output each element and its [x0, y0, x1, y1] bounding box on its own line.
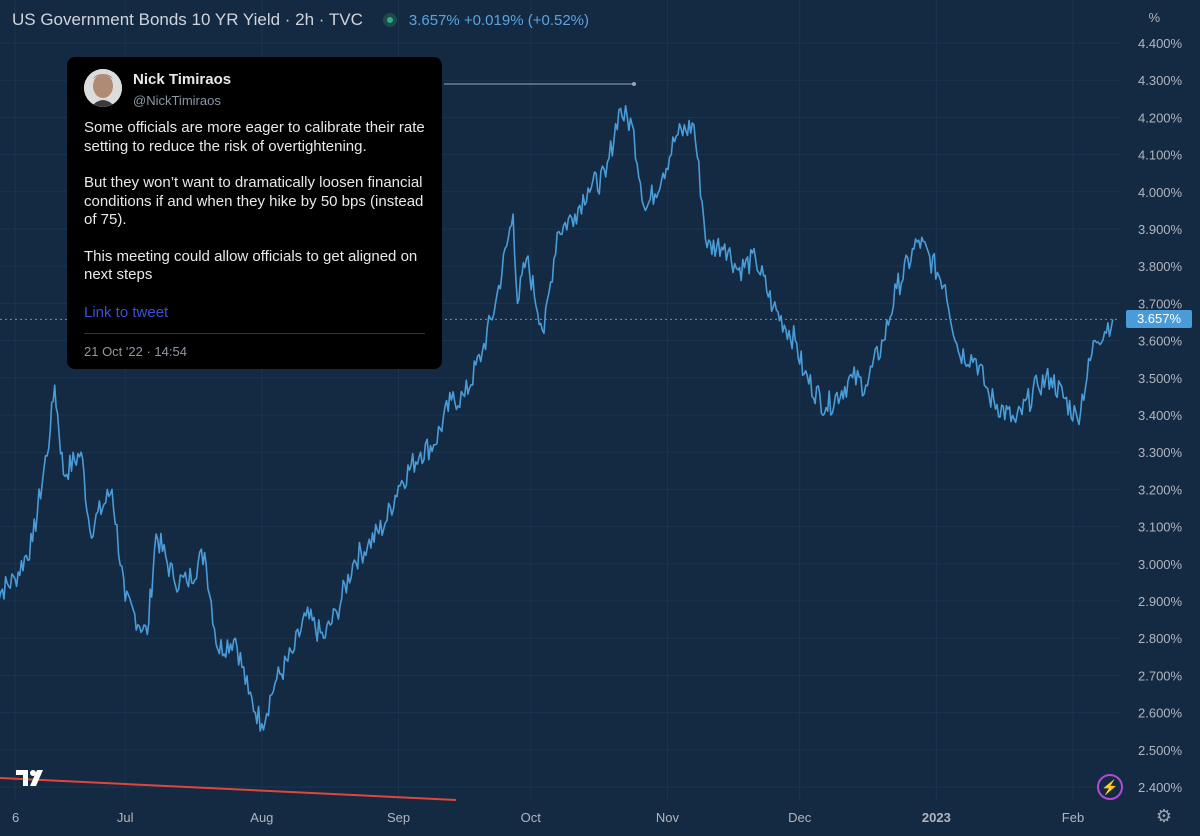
- y-tick-label: 3.600%: [1138, 334, 1183, 349]
- x-tick-label: Aug: [250, 810, 273, 825]
- y-tick-label: 3.900%: [1138, 222, 1183, 237]
- y-tick-label: 3.300%: [1138, 445, 1183, 460]
- y-tick-label: 3.200%: [1138, 482, 1183, 497]
- yield-series-line: [0, 104, 1114, 732]
- y-tick-label: 3.700%: [1138, 296, 1183, 311]
- x-axis: 6 Jul Aug Sep Oct Nov Dec 2023 Feb: [12, 810, 1084, 825]
- y-tick-label: 2.800%: [1138, 631, 1183, 646]
- tweet-paragraph: But they won’t want to dramatically loos…: [84, 174, 424, 228]
- y-tick-label: 4.100%: [1138, 148, 1183, 163]
- y-tick-label: 4.000%: [1138, 185, 1183, 200]
- tradingview-logo-icon[interactable]: [16, 766, 46, 790]
- annotation-marker-dot: [632, 82, 636, 86]
- avatar[interactable]: [84, 69, 122, 107]
- y-tick-label: 4.400%: [1138, 36, 1183, 51]
- symbol-title[interactable]: US Government Bonds 10 YR Yield · 2h · T…: [12, 10, 363, 29]
- tweet-link[interactable]: Link to tweet: [84, 304, 169, 321]
- y-tick-label: 3.000%: [1138, 557, 1183, 572]
- y-tick-label: 2.400%: [1138, 780, 1183, 795]
- y-tick-label: 3.400%: [1138, 408, 1183, 423]
- x-tick-label: Sep: [387, 810, 410, 825]
- market-status-icon: [382, 13, 397, 27]
- current-price-tag: 3.657%: [1126, 310, 1192, 328]
- x-tick-label: Dec: [788, 810, 812, 825]
- tweet-handle[interactable]: @NickTimiraos: [133, 93, 221, 108]
- y-axis: 4.400% 4.300% 4.200% 4.100% 4.000% 3.900% 3.80…: [1138, 36, 1183, 795]
- tweet-paragraph: This meeting could allow officials to ge…: [84, 247, 418, 284]
- x-tick-label: Feb: [1062, 810, 1084, 825]
- x-tick-label: Oct: [521, 810, 542, 825]
- y-tick-label: 2.900%: [1138, 594, 1183, 609]
- tweet-paragraph: Some officials are more eager to calibra…: [84, 119, 425, 155]
- chart-header: US Government Bonds 10 YR Yield · 2h · T…: [12, 10, 595, 30]
- gear-icon[interactable]: ⚙: [1155, 806, 1173, 826]
- y-tick-label: 3.800%: [1138, 259, 1183, 274]
- tweet-card[interactable]: Nick Timiraos @NickTimiraos Some officia…: [67, 57, 442, 369]
- tweet-body: Some officials are more eager to calibra…: [84, 119, 429, 303]
- price-quote: 3.657% +0.019% (+0.52%): [408, 11, 589, 29]
- x-tick-label: 6: [12, 810, 19, 825]
- y-tick-label: 2.600%: [1138, 706, 1183, 721]
- flash-icon[interactable]: ⚡: [1097, 774, 1123, 800]
- tweet-author[interactable]: Nick Timiraos: [133, 71, 232, 88]
- axis-unit-label: %: [1148, 10, 1160, 25]
- avatar-portrait-icon: [84, 69, 122, 107]
- x-tick-label: 2023: [922, 810, 951, 825]
- x-tick-label: Nov: [656, 810, 680, 825]
- tweet-divider: [84, 333, 425, 334]
- y-tick-label: 2.500%: [1138, 743, 1183, 758]
- y-tick-label: 4.300%: [1138, 73, 1183, 88]
- y-tick-label: 4.200%: [1138, 110, 1183, 125]
- tweet-timestamp: 21 Oct '22 · 14:54: [84, 344, 187, 359]
- y-tick-label: 3.500%: [1138, 371, 1183, 386]
- y-tick-label: 2.700%: [1138, 668, 1183, 683]
- x-tick-label: Jul: [117, 810, 134, 825]
- bottom-indicator-line: [0, 777, 457, 801]
- y-tick-label: 3.100%: [1138, 520, 1183, 535]
